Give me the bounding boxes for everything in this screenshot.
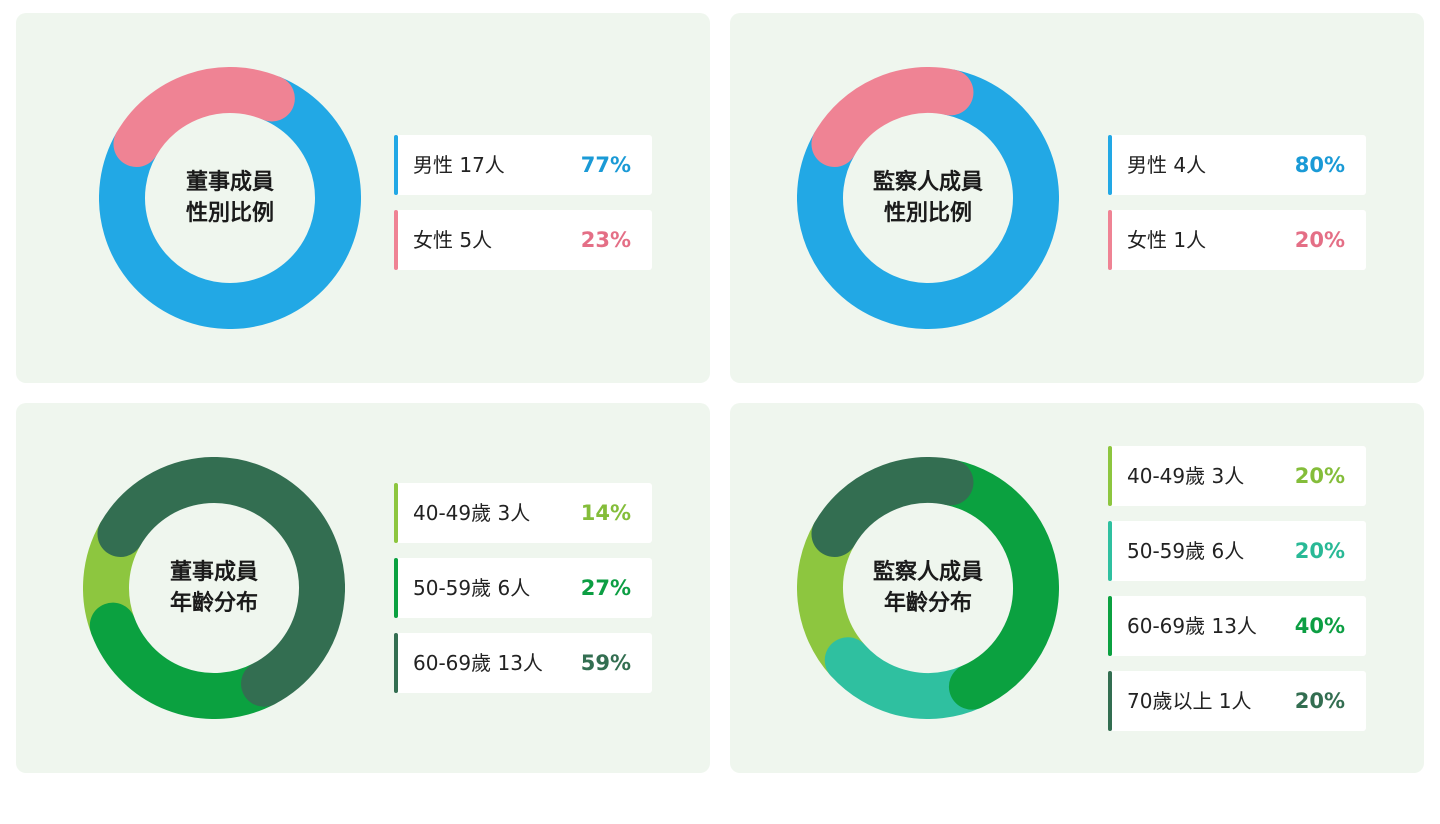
legend-label: 50-59歲 6人 [1127, 539, 1245, 563]
legend-label: 60-69歲 13人 [1127, 614, 1257, 638]
legend-percent: 20% [1294, 228, 1345, 252]
chart-title: 董事成員 年齡分布 [169, 560, 258, 616]
donut-chart [99, 67, 361, 329]
legend-percent: 14% [580, 501, 631, 525]
legend-color-bar [1108, 671, 1112, 731]
donut-segment [927, 459, 1059, 710]
legend-percent: 27% [580, 576, 631, 600]
donut-segment [89, 602, 288, 719]
donut-segment [811, 67, 974, 167]
legend-percent: 23% [580, 228, 631, 252]
donut-chart [797, 457, 1059, 719]
donut-segment [97, 457, 345, 707]
legend-item: 70歲以上 1人 20% [1108, 671, 1366, 731]
legend-color-bar [1108, 596, 1112, 656]
legend-item: 男性 17人 77% [394, 135, 652, 195]
chart-legend: 40-49歲 3人 14% 50-59歲 6人 27% 60-69歲 13人 5… [394, 483, 652, 708]
legend-label: 40-49歲 3人 [413, 501, 531, 525]
chart-card-supervisors-age: 監察人成員 年齡分布 40-49歲 3人 20% 50-59歲 6人 20% 6… [730, 403, 1424, 773]
legend-item: 女性 1人 20% [1108, 210, 1366, 270]
legend-percent: 40% [1294, 614, 1345, 638]
chart-title: 監察人成員 性別比例 [872, 170, 983, 226]
legend-color-bar [1108, 446, 1112, 506]
legend-color-bar [394, 558, 398, 618]
legend-color-bar [1108, 521, 1112, 581]
chart-legend: 40-49歲 3人 20% 50-59歲 6人 20% 60-69歲 13人 4… [1108, 446, 1366, 746]
legend-color-bar [394, 135, 398, 195]
legend-label: 70歲以上 1人 [1127, 689, 1252, 713]
legend-color-bar [394, 633, 398, 693]
legend-item: 50-59歲 6人 20% [1108, 521, 1366, 581]
chart-legend: 男性 17人 77% 女性 5人 23% [394, 135, 652, 285]
legend-item: 40-49歲 3人 20% [1108, 446, 1366, 506]
legend-label: 50-59歲 6人 [413, 576, 531, 600]
chart-title: 董事成員 性別比例 [185, 170, 274, 226]
legend-color-bar [394, 483, 398, 543]
legend-percent: 20% [1294, 464, 1345, 488]
donut-segment [113, 67, 295, 167]
chart-card-supervisors-gender: 監察人成員 性別比例 男性 4人 80% 女性 1人 20% [730, 13, 1424, 383]
chart-card-directors-age: 董事成員 年齡分布 40-49歲 3人 14% 50-59歲 6人 27% 60… [16, 403, 710, 773]
legend-item: 60-69歲 13人 40% [1108, 596, 1366, 656]
legend-label: 男性 17人 [413, 153, 505, 177]
legend-percent: 77% [580, 153, 631, 177]
legend-item: 女性 5人 23% [394, 210, 652, 270]
legend-label: 女性 5人 [413, 228, 493, 252]
donut-segment [99, 75, 361, 329]
donut-chart [797, 67, 1059, 329]
legend-label: 男性 4人 [1127, 153, 1207, 177]
legend-item: 40-49歲 3人 14% [394, 483, 652, 543]
legend-percent: 80% [1294, 153, 1345, 177]
legend-label: 女性 1人 [1127, 228, 1207, 252]
legend-item: 60-69歲 13人 59% [394, 633, 652, 693]
legend-color-bar [1108, 210, 1112, 270]
legend-label: 40-49歲 3人 [1127, 464, 1245, 488]
legend-percent: 20% [1294, 689, 1345, 713]
chart-legend: 男性 4人 80% 女性 1人 20% [1108, 135, 1366, 285]
legend-item: 50-59歲 6人 27% [394, 558, 652, 618]
legend-color-bar [1108, 135, 1112, 195]
legend-label: 60-69歲 13人 [413, 651, 543, 675]
legend-color-bar [394, 210, 398, 270]
donut-segment [797, 69, 1059, 329]
chart-title: 監察人成員 年齡分布 [872, 560, 983, 616]
legend-percent: 59% [580, 651, 631, 675]
legend-percent: 20% [1294, 539, 1345, 563]
legend-item: 男性 4人 80% [1108, 135, 1366, 195]
chart-card-directors-gender: 董事成員 性別比例 男性 17人 77% 女性 5人 23% [16, 13, 710, 383]
donut-chart [83, 457, 345, 719]
donut-segment [811, 457, 974, 557]
